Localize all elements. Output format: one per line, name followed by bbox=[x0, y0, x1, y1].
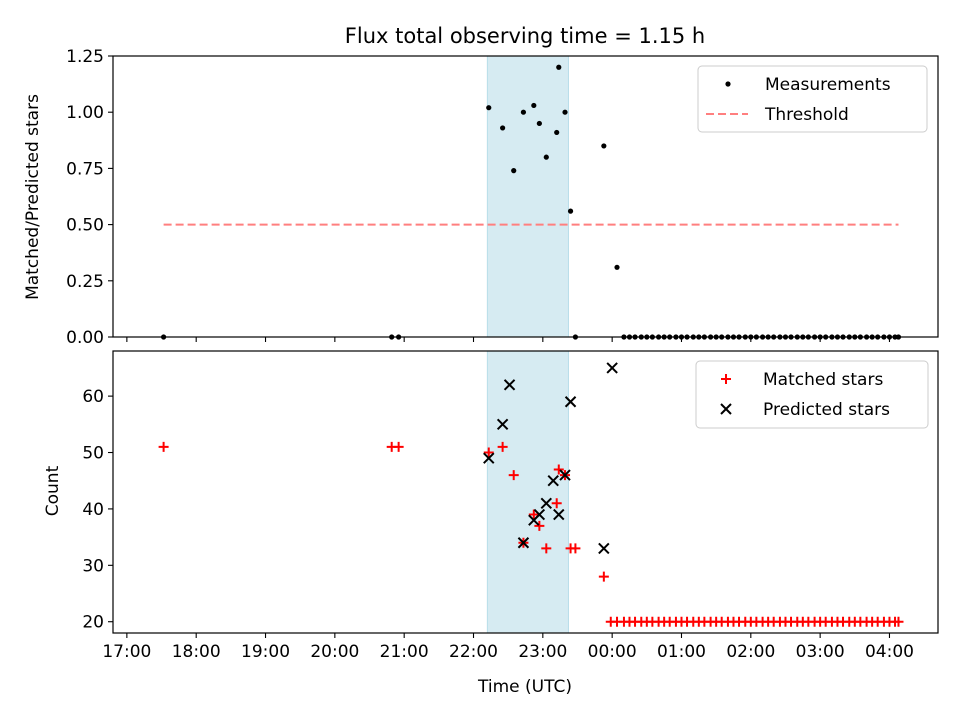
measurement-point bbox=[614, 264, 620, 270]
y-tick-label: 60 bbox=[82, 387, 104, 407]
predicted-star-point bbox=[533, 508, 546, 521]
predicted-star-point bbox=[606, 362, 618, 374]
x-tick-label: 01:00 bbox=[657, 642, 706, 662]
y-tick-label: 0.75 bbox=[66, 159, 104, 179]
x-tick-label: 21:00 bbox=[380, 642, 429, 662]
y-tick-label: 0.00 bbox=[66, 328, 104, 348]
top-y-axis-label: Matched/Predicted stars bbox=[23, 94, 43, 300]
matched-star-point bbox=[158, 441, 169, 452]
matched-star-point bbox=[508, 470, 519, 481]
y-tick-label: 30 bbox=[82, 556, 104, 576]
top-legend: Measurements Threshold bbox=[697, 65, 928, 133]
measurement-point bbox=[536, 120, 542, 127]
predicted-star-point bbox=[496, 418, 509, 431]
predicted-star-point bbox=[503, 379, 516, 391]
top-axis-ticks: 0.00 0.25 0.50 0.75 1.00 1.25 bbox=[66, 47, 891, 348]
legend-box bbox=[695, 360, 929, 429]
x-tick-label: 20:00 bbox=[310, 642, 359, 662]
measurement-point bbox=[511, 168, 517, 174]
bottom-plot-marks bbox=[158, 362, 904, 627]
x-tick-label: 22:00 bbox=[449, 642, 498, 662]
y-tick-label: 20 bbox=[82, 613, 104, 633]
matched-star-point bbox=[393, 441, 404, 452]
x-tick-label: 02:00 bbox=[726, 642, 775, 662]
x-tick-label: 23:00 bbox=[518, 642, 567, 662]
legend-dot-marker bbox=[725, 81, 731, 87]
predicted-star-point bbox=[540, 497, 553, 509]
bottom-shaded-span bbox=[486, 350, 569, 634]
chart-title: Flux total observing time = 1.15 h bbox=[345, 24, 705, 48]
measurement-point bbox=[567, 208, 574, 214]
top-axes: Flux total observing time = 1.15 h 0.000… bbox=[23, 24, 939, 348]
measurement-point bbox=[556, 64, 562, 70]
measurement-point bbox=[531, 102, 537, 109]
top-axes-frame bbox=[112, 55, 939, 338]
legend-label: Measurements bbox=[765, 75, 891, 95]
matched-star-point bbox=[570, 543, 581, 554]
predicted-star-point bbox=[564, 396, 577, 408]
legend-label: Predicted stars bbox=[763, 400, 890, 420]
measurement-point bbox=[486, 105, 492, 111]
x-tick-label: 00:00 bbox=[588, 642, 637, 662]
legend-x-marker bbox=[720, 403, 732, 415]
y-tick-label: 1.00 bbox=[66, 103, 104, 123]
x-tick-label: 03:00 bbox=[796, 642, 845, 662]
x-tick-label: 17:00 bbox=[102, 642, 151, 662]
matched-star-point bbox=[541, 543, 552, 554]
measurement-point bbox=[562, 109, 568, 115]
legend-label: Threshold bbox=[764, 105, 849, 125]
bottom-legend: Matched stars Predicted stars bbox=[695, 360, 929, 429]
measurement-point bbox=[554, 129, 560, 136]
matched-star-point bbox=[483, 447, 494, 458]
legend-plus-marker bbox=[721, 374, 731, 384]
matched-star-point bbox=[553, 464, 564, 475]
y-tick-label: 0.25 bbox=[66, 272, 104, 292]
measurement-point bbox=[543, 154, 549, 160]
matched-star-point bbox=[893, 616, 904, 627]
matched-star-point bbox=[497, 441, 508, 452]
bottom-y-axis-label: Count bbox=[43, 465, 63, 516]
matched-star-point bbox=[534, 520, 545, 531]
x-tick-label: 04:00 bbox=[865, 642, 914, 662]
predicted-star-point bbox=[547, 475, 559, 487]
legend-label: Matched stars bbox=[763, 370, 883, 390]
y-tick-label: 0.50 bbox=[66, 216, 104, 236]
top-shaded-span bbox=[486, 55, 569, 338]
y-tick-label: 1.25 bbox=[66, 47, 104, 67]
measurement-point bbox=[500, 125, 506, 131]
y-tick-label: 50 bbox=[82, 444, 104, 464]
bottom-axes: 17:00 18:00 19:00 20:00 21:00 22:00 23:00 00:00… bbox=[43, 350, 939, 697]
matched-star-point bbox=[528, 509, 539, 520]
x-tick-label: 18:00 bbox=[172, 642, 221, 662]
measurement-point bbox=[520, 109, 527, 115]
bottom-axes-frame bbox=[112, 350, 939, 634]
measurement-point bbox=[601, 143, 607, 149]
y-tick-label: 40 bbox=[82, 500, 104, 520]
predicted-star-point bbox=[517, 537, 530, 549]
predicted-star-point bbox=[598, 542, 610, 555]
predicted-star-point bbox=[559, 469, 571, 481]
x-axis-label: Time (UTC) bbox=[477, 677, 572, 697]
matched-star-point bbox=[598, 571, 609, 582]
legend-box bbox=[697, 65, 928, 133]
bottom-axis-ticks: 17:00 18:00 19:00 20:00 21:00 22:00 23:00 00:00… bbox=[82, 387, 914, 662]
predicted-star-point bbox=[553, 508, 565, 521]
matched-star-point bbox=[551, 498, 562, 509]
x-tick-label: 19:00 bbox=[241, 642, 290, 662]
predicted-star-point bbox=[483, 452, 495, 464]
